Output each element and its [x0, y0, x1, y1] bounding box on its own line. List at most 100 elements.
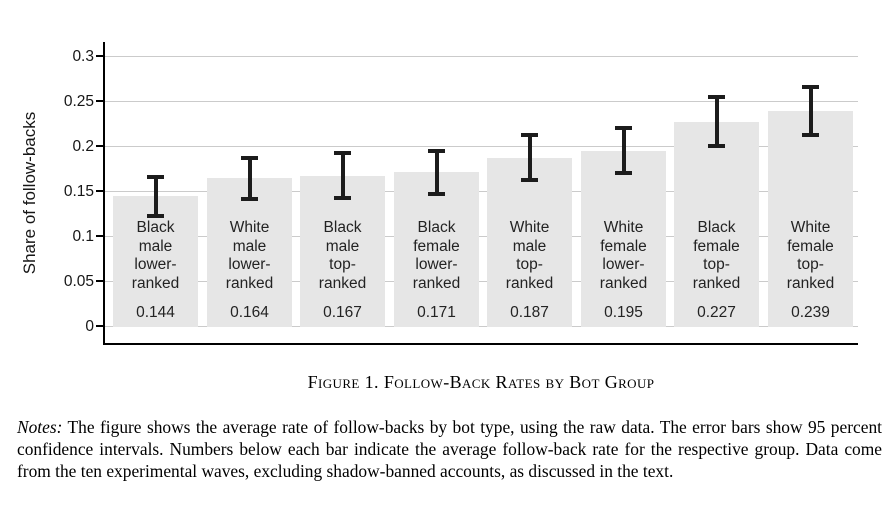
bar-value-label: 0.187 [510, 304, 549, 321]
error-bar-cap-bottom [147, 214, 164, 219]
bar-label-line: top- [703, 256, 730, 273]
bar-label-line: male [232, 237, 267, 255]
bar-label-line: Black [417, 219, 456, 236]
y-axis-tick [96, 145, 104, 147]
error-bar-cap-bottom [334, 196, 351, 201]
bar-value-label: 0.239 [791, 304, 830, 321]
y-tick-label: 0 [85, 317, 94, 335]
error-bar-cap-bottom [241, 197, 258, 202]
bar-label-line: Black [323, 219, 362, 236]
error-bar-cap-bottom [708, 144, 725, 148]
y-tick-label: 0.15 [63, 182, 94, 200]
y-axis-tick [96, 100, 104, 102]
y-tick-label: 0.1 [72, 227, 94, 245]
bar-label-line: Black [136, 219, 175, 236]
bar-label-line: ranked [505, 274, 554, 292]
bar-label: Black male lower-ranked [113, 219, 198, 293]
bar [487, 157, 572, 327]
notes-text: The figure shows the average rate of fol… [17, 417, 882, 481]
y-axis-tick [96, 280, 104, 282]
bar [207, 178, 292, 327]
error-bar-cap-top [334, 151, 351, 156]
bar [581, 150, 666, 327]
bar-label-line: White [790, 219, 831, 236]
gridline [104, 325, 858, 327]
error-bar-cap-top [802, 84, 819, 89]
error-bar-cap-bottom [802, 133, 819, 138]
y-tick-label: 0.2 [72, 137, 94, 155]
gridline [104, 235, 858, 237]
bar-label-line: male [138, 237, 173, 255]
notes-label: Notes: [17, 417, 63, 437]
bar-label-line: lower- [415, 256, 458, 273]
bar-label: Black female lower-ranked [394, 219, 479, 293]
error-bar-line [247, 157, 252, 200]
error-bar-cap-top [708, 95, 725, 100]
error-bar-line [153, 176, 158, 217]
bar-value-label: 0.144 [136, 304, 175, 321]
bar-label-line: lower- [228, 256, 271, 273]
error-bar-line [714, 97, 719, 146]
bar-label-line: top- [329, 256, 356, 273]
y-axis-tick [96, 55, 104, 57]
bar-value-label: 0.171 [417, 304, 456, 321]
bar-label-line: ranked [131, 274, 180, 292]
bar-label: Black male top-ranked [300, 219, 385, 293]
error-bar-line [340, 153, 345, 199]
bar [394, 172, 479, 327]
bar-label: White male lower-ranked [207, 219, 292, 293]
y-tick-label: 0.3 [72, 47, 94, 65]
bar [768, 110, 853, 327]
y-axis-line [103, 42, 105, 345]
gridline [104, 145, 858, 147]
bar [674, 121, 759, 327]
bar-value-label: 0.195 [604, 304, 643, 321]
followback-bar-chart: Share of follow-backs Black male lower-ran… [20, 42, 858, 345]
y-axis-tick [96, 190, 104, 192]
y-tick-label: 0.05 [63, 272, 94, 290]
bar-label-line: ranked [692, 274, 741, 292]
bar-label-line: female [600, 237, 647, 255]
bar-label: White male top-ranked [487, 219, 572, 293]
bar-label-line: White [603, 219, 644, 236]
error-bar-line [434, 150, 439, 194]
gridline [104, 190, 858, 192]
x-axis-line [103, 343, 858, 345]
bar-value-label: 0.227 [697, 304, 736, 321]
error-bar-cap-top [615, 126, 632, 130]
bar-label-line: White [509, 219, 550, 236]
gridline [104, 280, 858, 282]
bar-value-label: 0.164 [230, 304, 269, 321]
bar-label: White female lower-ranked [581, 219, 666, 293]
bar-label-line: White [229, 219, 270, 236]
error-bar-cap-bottom [615, 171, 632, 175]
bar-label-line: female [693, 237, 740, 255]
bar-label-line: female [413, 237, 460, 255]
error-bar-line [527, 135, 532, 181]
error-bar-cap-top [521, 133, 538, 138]
error-bar-cap-top [428, 148, 445, 153]
bar-label-line: top- [797, 256, 824, 273]
figure-notes: Notes: The figure shows the average rate… [17, 417, 882, 482]
error-bar-cap-bottom [428, 191, 445, 196]
y-axis-tick [96, 325, 104, 327]
bar-label-line: ranked [412, 274, 461, 292]
bar-label-line: ranked [786, 274, 835, 292]
figure-caption: Figure 1. Follow-Back Rates by Bot Group [307, 372, 655, 392]
error-bar-cap-top [241, 155, 258, 160]
bar-label: Black female top-ranked [674, 219, 759, 293]
bar-label-line: ranked [599, 274, 648, 292]
bar-label-line: male [325, 237, 360, 255]
bar-label-line: female [787, 237, 834, 255]
bar-label-line: top- [516, 256, 543, 273]
bar-label-line: male [512, 237, 547, 255]
bar [300, 175, 385, 327]
bar-label-line: ranked [225, 274, 274, 292]
bar-label: White female top-ranked [768, 219, 853, 293]
y-axis-tick [96, 235, 104, 237]
y-tick-label: 0.25 [63, 92, 94, 110]
error-bar-line [808, 86, 813, 136]
error-bar-line [621, 128, 626, 173]
bar-value-label: 0.167 [323, 304, 362, 321]
